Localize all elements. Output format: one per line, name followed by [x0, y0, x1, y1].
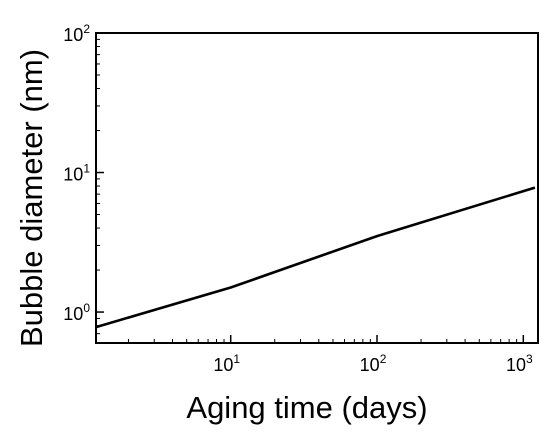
- x-tick-label: 102: [360, 352, 387, 375]
- y-axis-title: Bubble diameter (nm): [14, 49, 49, 347]
- series-line-0: [95, 186, 536, 329]
- y-tick-label: 101: [63, 162, 90, 185]
- x-tick-label: 103: [506, 352, 533, 375]
- x-tick-label: 101: [213, 352, 240, 375]
- plot-frame: [95, 32, 539, 344]
- x-axis-title: Aging time (days): [186, 390, 427, 425]
- y-tick-label: 102: [63, 22, 90, 45]
- y-tick-label: 100: [63, 301, 90, 324]
